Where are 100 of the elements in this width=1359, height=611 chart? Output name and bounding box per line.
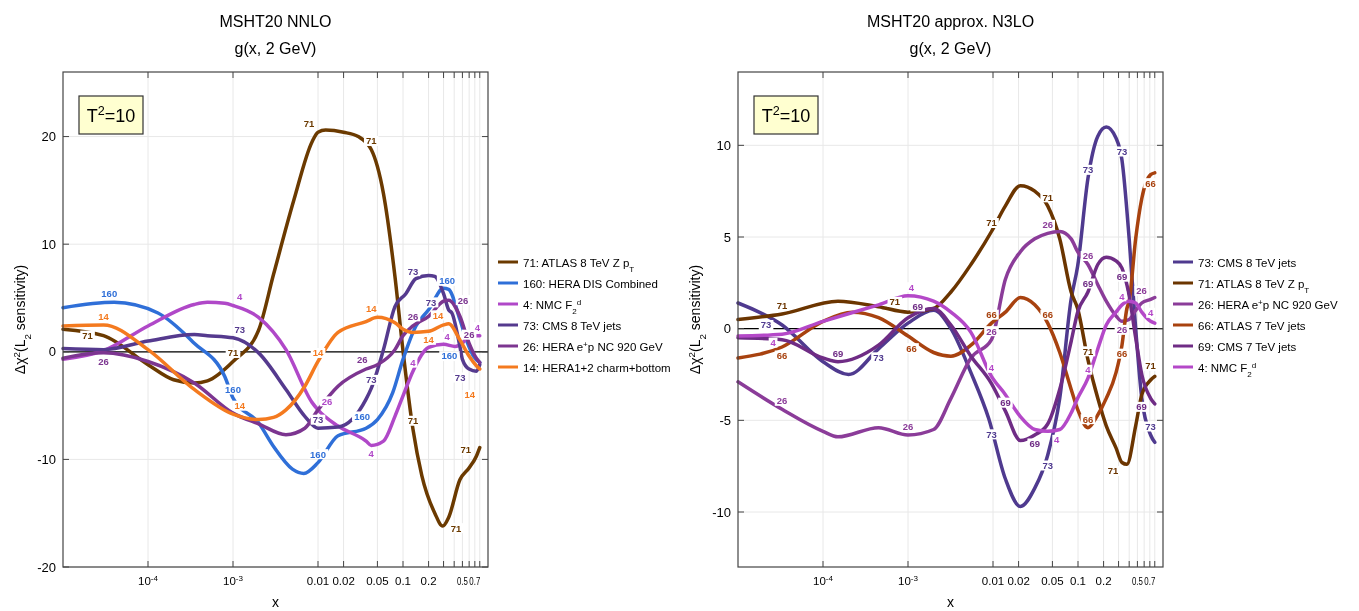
- annotation: 73: [407, 265, 419, 277]
- annotation: 71: [365, 135, 378, 147]
- x-tick-label: 0.1: [395, 575, 411, 587]
- legend-label: 14: HERA1+2 charm+bottom: [523, 361, 671, 374]
- annotation: 66: [1116, 348, 1128, 360]
- annotation: 71: [450, 522, 463, 534]
- annotation: T$^{2}$=10: [86, 104, 136, 126]
- x-tick-label: 10$^{-3}$: [898, 573, 919, 587]
- legend-label: 73: CMS 8 TeV jets: [523, 319, 622, 332]
- annotation: 73: [454, 371, 466, 383]
- legend-label: 71: ATLAS 8 TeV Z p$_{T}$: [1198, 277, 1310, 294]
- annotation: 66: [1082, 413, 1094, 425]
- x-tick-label: 10$^{-4}$: [813, 573, 834, 587]
- annotation: 71: [303, 118, 315, 130]
- annotation: 71: [889, 296, 901, 308]
- annotation: 4: [770, 337, 777, 349]
- annotation: 26: [1116, 324, 1128, 336]
- x-tick-label: 0.1: [1070, 575, 1086, 587]
- annotation: 4: [444, 331, 451, 343]
- annotation: 14: [234, 400, 246, 412]
- annotation: 66: [906, 342, 917, 354]
- annotation: 71: [227, 347, 239, 359]
- x-tick-label: 0.05: [366, 575, 389, 587]
- annotation: 73: [1082, 164, 1094, 176]
- text-box: T$^{2}$=10: [78, 95, 144, 135]
- annotation: 26: [1136, 285, 1147, 297]
- y-tick-label: -10: [712, 504, 731, 520]
- annotation: 4: [474, 321, 481, 333]
- chart-title: MSHT20 approx. N3LO: [866, 13, 1035, 30]
- x-tick-label: 0.2: [420, 575, 437, 587]
- x-tick-label: 0.7: [1144, 575, 1161, 587]
- annotation: 71: [776, 299, 789, 311]
- x-tick-label: 0.02: [1007, 575, 1030, 587]
- annotation: 26: [98, 355, 109, 367]
- x-axis-title: x: [272, 594, 279, 610]
- annotation: 14: [98, 310, 110, 322]
- legend-label: 69: CMS 7 TeV jets: [1198, 340, 1297, 353]
- annotation: 71: [460, 444, 472, 456]
- annotation: 4: [1085, 364, 1092, 376]
- annotation: 69: [1029, 437, 1041, 449]
- annotation: 160: [225, 383, 241, 395]
- annotation: 26: [1082, 250, 1094, 262]
- y-tick-label: 20: [41, 129, 56, 145]
- annotation: 14: [432, 309, 445, 321]
- annotation: 26: [321, 395, 333, 407]
- annotation: 71: [986, 217, 998, 229]
- x-tick-label: 10$^{-4}$: [138, 573, 159, 587]
- annotation: 4: [237, 291, 244, 303]
- y-tick-label: 0: [723, 321, 731, 337]
- annotation: 160: [439, 275, 455, 287]
- annotation: 71: [407, 415, 419, 427]
- annotation: 4: [368, 448, 375, 460]
- annotation: 14: [464, 389, 476, 401]
- annotation: 26: [902, 420, 914, 432]
- annotation: 71: [1042, 191, 1054, 203]
- y-tick-label: -20: [37, 559, 56, 575]
- annotation: 73: [425, 296, 437, 308]
- annotation: 69: [912, 300, 923, 312]
- annotation: 26: [457, 294, 469, 306]
- y-tick-label: -10: [37, 451, 56, 467]
- text-box: T$^{2}$=10: [753, 95, 819, 135]
- x-tick-label: 0.01: [306, 575, 330, 587]
- annotation: 69: [1136, 401, 1147, 413]
- annotation: 4: [1119, 290, 1126, 302]
- y-tick-label: -5: [719, 412, 731, 428]
- annotation: 160: [354, 410, 371, 422]
- annotation: 71: [1107, 465, 1119, 477]
- annotation: 69: [1000, 397, 1011, 409]
- legend-label: 71: ATLAS 8 TeV Z p$_{T}$: [523, 256, 635, 273]
- annotation: 26: [356, 353, 368, 365]
- annotation: 4: [988, 362, 995, 374]
- annotation: 14: [365, 303, 378, 315]
- annotation: 26: [1042, 219, 1053, 231]
- annotation: 71: [1082, 345, 1094, 357]
- x-tick-label: 0.7: [469, 575, 486, 587]
- y-tick-label: 5: [723, 229, 731, 245]
- annotation: 73: [1145, 420, 1156, 432]
- annotation: 4: [410, 357, 417, 369]
- annotation: 4: [1054, 434, 1061, 446]
- annotation: 66: [986, 309, 997, 321]
- annotation: 71: [82, 330, 94, 342]
- x-axis-title: x: [947, 594, 954, 610]
- annotation: 14: [423, 334, 435, 346]
- legend-label: 73: CMS 8 TeV jets: [1198, 256, 1297, 269]
- chart-subtitle: g(x, 2 GeV): [909, 40, 992, 57]
- annotation: 73: [234, 323, 246, 335]
- x-tick-label: 0.01: [981, 575, 1005, 587]
- annotation: 160: [101, 288, 118, 300]
- annotation: 4: [1147, 307, 1154, 319]
- annotation: 69: [832, 347, 844, 359]
- annotation: 66: [1145, 177, 1156, 189]
- y-tick-label: 0: [48, 344, 56, 360]
- x-tick-label: 0.2: [1095, 575, 1112, 587]
- annotation: 4: [908, 281, 915, 293]
- chart-subtitle: g(x, 2 GeV): [234, 40, 317, 57]
- annotation: 66: [776, 349, 788, 361]
- y-tick-label: 10: [41, 236, 56, 252]
- annotation: 73: [986, 428, 997, 440]
- x-tick-label: 0.02: [332, 575, 355, 587]
- legend-label: 26: HERA e$^{+}$p NC 920 GeV: [523, 339, 663, 353]
